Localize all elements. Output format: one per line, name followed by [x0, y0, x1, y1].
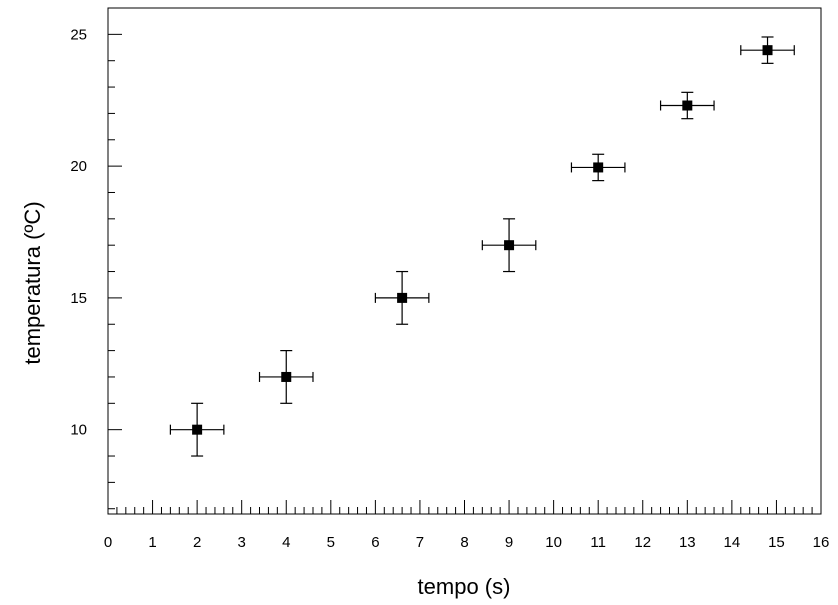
x-tick-label: 11 — [590, 534, 606, 551]
x-tick-label: 15 — [768, 534, 785, 551]
data-point — [740, 36, 795, 64]
data-point — [169, 402, 225, 457]
square-marker — [281, 371, 292, 382]
square-marker — [682, 100, 693, 111]
y-tick-label: 10 — [70, 422, 87, 439]
y-tick-label: 20 — [70, 158, 87, 175]
x-tick-label: 12 — [634, 534, 651, 551]
x-tick-label: 5 — [327, 534, 335, 551]
x-tick-label: 16 — [813, 534, 830, 551]
y-axis-tick-labels: 10 15 20 25 — [70, 26, 87, 438]
data-points — [169, 36, 795, 457]
x-tick-label: 1 — [148, 534, 156, 551]
data-point — [258, 350, 314, 404]
y-tick-label: 25 — [70, 26, 87, 43]
square-marker — [762, 45, 773, 56]
x-axis-label: tempo (s) — [418, 574, 511, 599]
x-tick-label: 9 — [505, 534, 513, 551]
square-marker — [593, 162, 604, 173]
x-tick-label: 0 — [104, 534, 112, 551]
data-point — [374, 270, 430, 325]
square-marker — [397, 292, 408, 303]
x-tick-label: 4 — [282, 534, 290, 551]
x-axis-tick-labels: 0 1 2 3 4 5 6 7 8 9 10 11 12 13 14 15 16 — [104, 534, 830, 551]
x-tick-label: 14 — [724, 534, 741, 551]
x-tick-label: 2 — [193, 534, 201, 551]
y-axis-ticks — [108, 7, 122, 510]
square-marker — [504, 240, 515, 251]
x-tick-label: 13 — [679, 534, 696, 551]
x-tick-label: 7 — [416, 534, 424, 551]
x-tick-label: 10 — [545, 534, 562, 551]
square-marker — [192, 424, 203, 435]
x-tick-label: 3 — [238, 534, 246, 551]
y-tick-label: 15 — [70, 290, 87, 307]
y-axis-label: temperatura (ºC) — [20, 201, 45, 364]
plot-frame — [107, 7, 822, 515]
x-tick-label: 8 — [460, 534, 468, 551]
x-axis-ticks — [107, 500, 822, 514]
data-point — [570, 153, 626, 182]
data-point — [659, 91, 715, 120]
data-point — [481, 218, 537, 273]
x-tick-label: 6 — [371, 534, 379, 551]
